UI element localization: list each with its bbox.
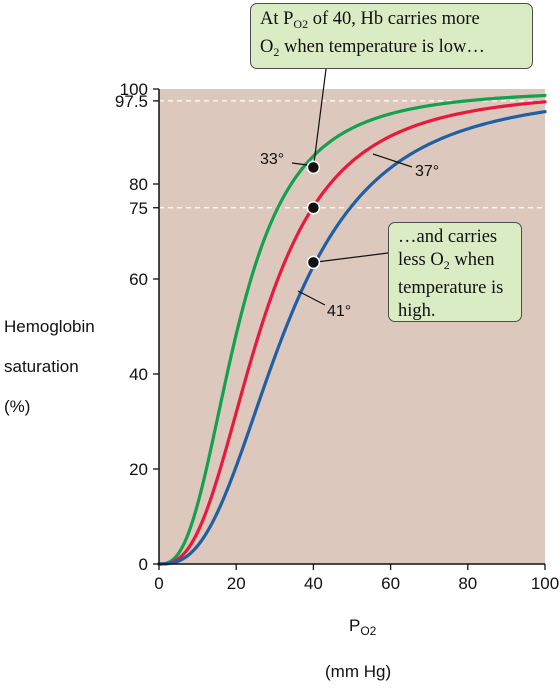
callout-top-line2: O2 when temperature is low… (260, 36, 523, 64)
x-tick-label-20: 20 (227, 574, 246, 593)
x-axis-title-p: P (349, 616, 361, 635)
curve-41deg (157, 110, 547, 566)
y-axis-title-line2: saturation (4, 357, 79, 376)
callout-bottom-line4: high. (398, 301, 436, 321)
y-tick-label-0: 0 (139, 555, 148, 574)
callout-bottom-line2: less O2 when (398, 249, 512, 277)
curves (157, 93, 547, 566)
axes (153, 88, 546, 570)
curve-label-41: 41° (327, 303, 351, 320)
callout-top-sub-a: O2 (293, 17, 309, 31)
y-axis-title-line1: Hemoglobin (4, 317, 95, 336)
callout-top-text-c: O (260, 37, 274, 57)
y-axis-title-line3: (%) (4, 397, 31, 416)
pointer-label-37 (372, 153, 413, 168)
callout-bottom-line1: …and carries (398, 227, 498, 247)
y-tick-label-75: 75 (129, 199, 148, 218)
y-axis-title: Hemoglobin saturation (%) (4, 298, 95, 435)
x-axis-title-main: PO2 (325, 614, 391, 643)
x-axis-title-units: (mm Hg) (325, 662, 392, 681)
pointer-callout-bottom (313, 252, 389, 263)
pointer-callout-top (312, 68, 327, 168)
callout-high-temperature: …and carries less O2 when temperature is… (388, 222, 522, 322)
callout-bottom-text-a: less O (398, 250, 444, 270)
markers (306, 160, 321, 270)
x-tick-label-0: 0 (154, 574, 163, 593)
curve-label-33: 33° (260, 151, 284, 168)
marker-point-1 (306, 160, 321, 175)
callout-top-line1: At PO2 of 40, Hb carries more (260, 8, 523, 36)
callout-bottom-sub: 2 (443, 258, 450, 272)
y-tick-label-97-5: 97.5 (115, 92, 148, 111)
y-tick-label-60: 60 (129, 270, 148, 289)
x-axis-title: PO2 (mm Hg) (325, 597, 391, 700)
y-tick-label-20: 20 (129, 460, 148, 479)
x-tick-label-40: 40 (304, 574, 323, 593)
callout-low-temperature: At PO2 of 40, Hb carries more O2 when te… (250, 3, 533, 69)
curve-37deg (157, 100, 547, 566)
marker-point-3 (306, 255, 321, 270)
plot-background (159, 89, 545, 564)
pointer-label-41 (297, 290, 326, 306)
y-tick-label-100: 100 (120, 80, 148, 99)
x-tick-label-80: 80 (458, 574, 477, 593)
marker-point-2 (306, 201, 321, 215)
callout-top-sub-b: 2 (273, 45, 280, 59)
y-tick-label-40: 40 (129, 365, 148, 384)
callout-top-text-a: At P (260, 9, 294, 29)
y-tick-label-80: 80 (129, 175, 148, 194)
callout-top-text-d: when temperature is low… (279, 37, 485, 57)
callout-bottom-text-b: when (449, 250, 495, 270)
curve-label-37: 37° (415, 163, 439, 180)
curve-33deg (157, 93, 547, 566)
x-tick-label-100: 100 (531, 574, 559, 593)
x-tick-label-60: 60 (381, 574, 400, 593)
x-axis-title-sub: O2 (360, 624, 377, 638)
callout-bottom-line3: temperature is (398, 278, 504, 298)
callout-top-text-b: of 40, Hb carries more (308, 9, 480, 29)
